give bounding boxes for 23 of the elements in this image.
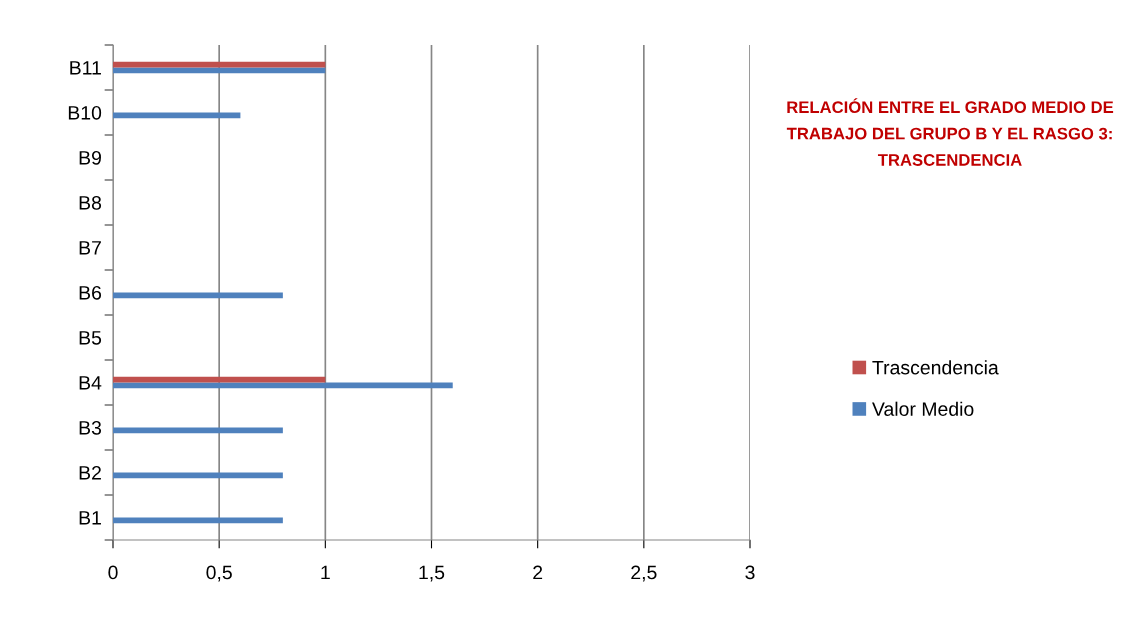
x-tick-label: 1 [321, 565, 330, 580]
bar [113, 61, 326, 68]
text: RELACIÓN ENTRE EL GRADO MEDIO DE TRABAJO DEL GRUPO B Y EL RASGO 3: TRASCENDENCIA [786, 98, 1114, 166]
y-tick-label: B7 [79, 241, 101, 255]
legend-label: Trascendencia [872, 360, 999, 375]
x-tick-label: 2 [533, 565, 543, 580]
x-tick-label: 1,5 [419, 565, 445, 582]
x-tick-label: 2,5 [631, 565, 657, 582]
bar [113, 376, 326, 383]
y-tick-label: B5 [79, 331, 102, 345]
y-tick-label: B2 [79, 465, 101, 480]
x-tick-label: 3 [745, 565, 755, 580]
y-tick-label: B1 [79, 511, 101, 525]
y-tick-label: B8 [79, 195, 102, 210]
y-tick-label: B11 [70, 61, 101, 75]
x-tick-label: 0 [108, 565, 118, 580]
y-tick-label: B4 [79, 376, 102, 390]
y-tick-label: B6 [79, 285, 102, 300]
x-tick-label: 0,5 [206, 565, 232, 582]
legend-label: Valor Medio [872, 401, 974, 416]
y-tick-label: B9 [79, 150, 101, 165]
y-tick-label: B3 [79, 420, 102, 435]
y-tick-label: B10 [68, 105, 102, 120]
